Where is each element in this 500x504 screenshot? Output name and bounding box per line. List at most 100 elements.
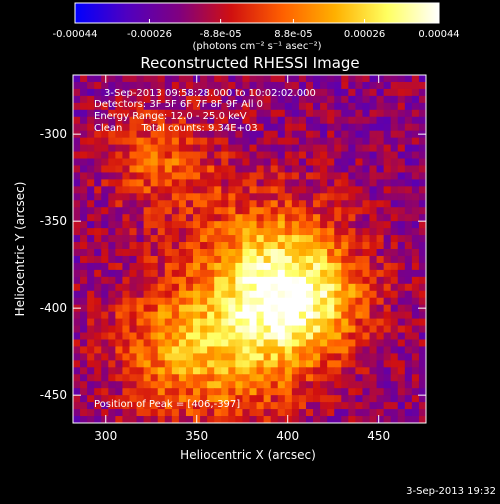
heatmap-cell [115, 290, 124, 299]
heatmap-cell [341, 269, 349, 278]
heatmap-cell [108, 88, 116, 97]
heatmap-cell [73, 95, 81, 104]
heatmap-cell [164, 374, 173, 382]
heatmap-cell [101, 193, 109, 201]
heatmap-cell [157, 144, 166, 153]
heatmap-cell [164, 186, 173, 194]
heatmap-cell [171, 360, 180, 368]
heatmap-cell [369, 402, 378, 410]
heatmap-cell [228, 388, 236, 396]
heatmap-cell [298, 249, 307, 257]
heatmap-cell [171, 311, 180, 320]
heatmap-cell [108, 172, 116, 180]
heatmap-cell [193, 137, 201, 146]
heatmap-cell [87, 179, 95, 187]
heatmap-cell [101, 311, 109, 320]
heatmap-cell [320, 81, 328, 90]
heatmap-cell [291, 165, 300, 174]
heatmap-cell [221, 88, 229, 97]
heatmap-cell [200, 95, 208, 104]
heatmap-cell [376, 318, 385, 327]
heatmap-cell [404, 381, 413, 389]
heatmap-cell [178, 360, 187, 368]
heatmap-cell [207, 276, 215, 285]
heatmap-cell [411, 290, 420, 299]
heatmap-cell [207, 123, 215, 132]
heatmap-cell [369, 304, 378, 313]
heatmap-cell [136, 123, 145, 132]
heatmap-cell [355, 158, 364, 167]
heatmap-cell [129, 235, 138, 243]
heatmap-cell [362, 353, 371, 361]
heatmap-cell [228, 276, 236, 285]
annotation-clean-counts: Clean Total counts: 9.34E+03 [94, 123, 258, 134]
heatmap-cell [101, 367, 109, 375]
heatmap-cell [115, 88, 124, 97]
heatmap-cell [80, 172, 88, 180]
heatmap-cell [305, 381, 314, 389]
heatmap-cell [376, 242, 385, 250]
heatmap-cell [277, 402, 286, 410]
heatmap-cell [207, 81, 215, 90]
heatmap-cell [313, 297, 321, 306]
heatmap-cell [143, 109, 152, 118]
heatmap-cell [362, 88, 371, 97]
heatmap-cell [221, 123, 229, 132]
heatmap-cell [249, 409, 258, 417]
heatmap-cell [270, 144, 279, 153]
heatmap-cell [143, 158, 152, 167]
heatmap-cell [334, 242, 342, 250]
heatmap-cell [207, 221, 215, 229]
heatmap-cell [341, 172, 349, 180]
heatmap-cell [411, 235, 420, 243]
heatmap-cell [80, 269, 88, 278]
heatmap-cell [242, 151, 251, 160]
heatmap-cell [178, 228, 187, 236]
heatmap-cell [397, 88, 406, 97]
heatmap-cell [73, 402, 81, 410]
heatmap-cell [178, 269, 187, 278]
heatmap-cell [80, 283, 88, 292]
heatmap-cell [263, 283, 272, 292]
heatmap-cell [397, 416, 406, 423]
heatmap-cell [256, 402, 265, 410]
heatmap-cell [291, 123, 300, 132]
heatmap-cell [235, 402, 244, 410]
heatmap-cell [122, 297, 131, 306]
heatmap-cell [200, 297, 208, 306]
heatmap-cell [383, 297, 392, 306]
heatmap-cell [376, 193, 385, 201]
heatmap-cell [115, 102, 124, 111]
heatmap-cell [178, 221, 187, 229]
heatmap-cell [411, 144, 420, 153]
heatmap-cell [115, 283, 124, 292]
heatmap-cell [291, 109, 300, 118]
heatmap-cell [178, 402, 187, 410]
heatmap-cell [362, 109, 371, 118]
heatmap-cell [376, 262, 385, 271]
heatmap-cell [122, 318, 131, 327]
heatmap-cell [193, 165, 201, 174]
heatmap-cell [235, 186, 244, 194]
heatmap-cell [313, 228, 321, 236]
heatmap-cell [101, 353, 109, 361]
heatmap-cell [397, 228, 406, 236]
heatmap-cell [298, 360, 307, 368]
heatmap-cell [200, 255, 208, 264]
heatmap-cell [348, 144, 356, 153]
heatmap-cell [327, 255, 335, 264]
heatmap-cell [214, 116, 222, 125]
heatmap-cell [397, 137, 406, 146]
heatmap-cell [284, 318, 293, 327]
heatmap-cell [136, 95, 145, 104]
heatmap-cell [270, 402, 279, 410]
heatmap-cell [207, 395, 215, 403]
heatmap-cell [404, 102, 413, 111]
heatmap-cell [178, 283, 187, 292]
heatmap-cell [185, 95, 194, 104]
heatmap-cell [193, 318, 201, 327]
heatmap-cell [94, 75, 102, 83]
heatmap-cell [200, 75, 208, 83]
heatmap-cell [298, 186, 307, 194]
heatmap-cell [418, 318, 426, 327]
